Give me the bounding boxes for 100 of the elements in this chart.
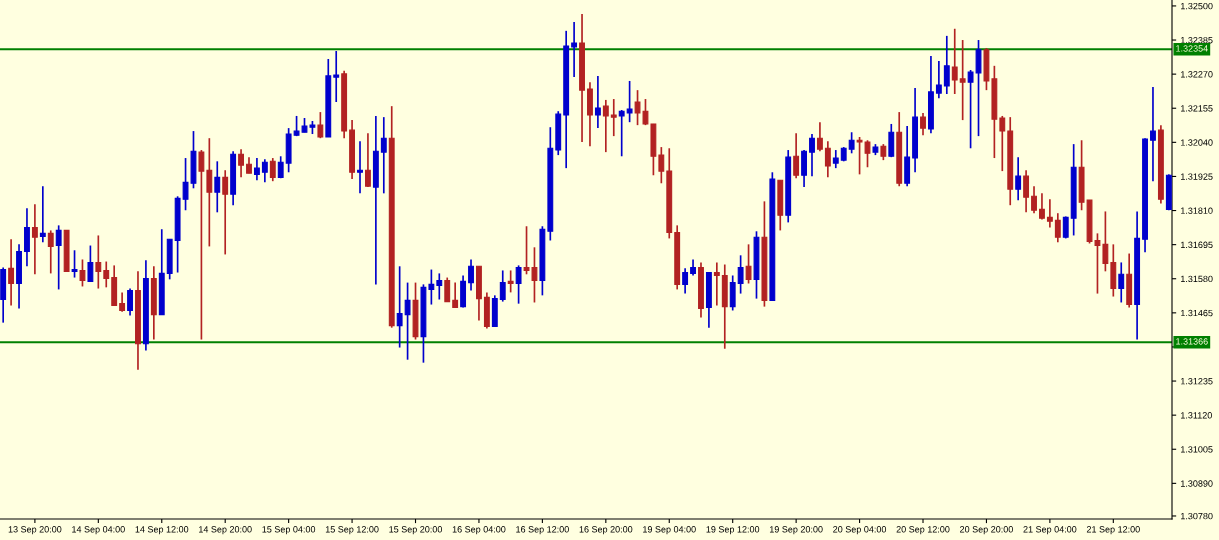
candlestick bbox=[365, 132, 371, 188]
y-tick-label: 1.31925 bbox=[1181, 173, 1213, 180]
candlestick bbox=[682, 267, 689, 295]
candlestick bbox=[71, 249, 78, 279]
x-tick-label: 16 Sep 04:00 bbox=[452, 526, 506, 535]
candlestick bbox=[793, 132, 800, 180]
candlestick bbox=[47, 229, 54, 275]
candlestick bbox=[253, 157, 260, 182]
x-tick-label: 13 Sep 20:00 bbox=[8, 526, 62, 535]
x-tick-label: 21 Sep 04:00 bbox=[1023, 526, 1077, 535]
candlestick bbox=[87, 244, 94, 283]
y-tick-label: 1.31580 bbox=[1181, 275, 1213, 283]
x-tick-label: 20 Sep 12:00 bbox=[896, 526, 950, 535]
x-tick-label: 15 Sep 04:00 bbox=[262, 526, 316, 535]
candlestick bbox=[832, 149, 839, 169]
x-tick-label: 14 Sep 04:00 bbox=[72, 526, 125, 535]
candlestick bbox=[333, 50, 340, 103]
candlestick bbox=[920, 112, 926, 137]
candlestick bbox=[103, 260, 110, 289]
candlestick bbox=[214, 160, 221, 214]
candlestick bbox=[119, 291, 126, 313]
candlestick bbox=[39, 185, 46, 244]
candlestick bbox=[269, 157, 276, 183]
candlestick bbox=[824, 140, 831, 179]
x-tick-label: 15 Sep 20:00 bbox=[389, 526, 443, 535]
candlestick bbox=[618, 109, 625, 158]
y-tick-label: 1.30890 bbox=[1181, 480, 1213, 487]
candlestick bbox=[999, 115, 1006, 172]
y-tick-label: 1.31695 bbox=[1181, 241, 1213, 248]
candlestick bbox=[1102, 210, 1109, 273]
y-tick-label: 1.31120 bbox=[1181, 412, 1212, 419]
candlestick bbox=[8, 238, 15, 307]
candlestick bbox=[79, 258, 86, 288]
y-tick-label: 1.32040 bbox=[1181, 139, 1213, 146]
candlestick bbox=[404, 281, 411, 361]
y-tick-label: 1.32270 bbox=[1181, 71, 1213, 78]
candlestick bbox=[610, 98, 617, 137]
candlestick bbox=[317, 111, 324, 140]
candlestick bbox=[1118, 261, 1125, 304]
x-tick-label: 14 Sep 20:00 bbox=[199, 526, 252, 535]
candlestick bbox=[1054, 212, 1061, 244]
x-tick-label: 21 Sep 12:00 bbox=[1086, 526, 1140, 535]
candlestick bbox=[452, 281, 459, 309]
x-tick-label: 20 Sep 20:00 bbox=[960, 526, 1013, 535]
candlestick bbox=[468, 258, 474, 292]
candlestick bbox=[1046, 198, 1053, 229]
candlestick bbox=[55, 224, 62, 291]
candlestick bbox=[1150, 86, 1156, 183]
candlestick bbox=[745, 243, 752, 285]
x-tick-label: 14 Sep 12:00 bbox=[135, 526, 189, 535]
x-tick-label: 16 Sep 20:00 bbox=[579, 526, 633, 535]
candlestick bbox=[571, 21, 578, 78]
x-tick-label: 19 Sep 20:00 bbox=[769, 526, 823, 535]
ref-line-label: 1.32354 bbox=[1176, 45, 1208, 52]
candlestick bbox=[396, 265, 403, 349]
candlestick bbox=[602, 99, 609, 153]
candlestick bbox=[222, 169, 229, 256]
candlestick bbox=[357, 140, 363, 195]
candlestick bbox=[198, 149, 205, 341]
y-tick-label: 1.31810 bbox=[1181, 207, 1213, 214]
x-tick-label: 20 Sep 04:00 bbox=[833, 526, 887, 535]
candlestick bbox=[959, 39, 966, 121]
candlestick bbox=[935, 60, 942, 99]
y-tick-label: 1.32500 bbox=[1181, 2, 1213, 10]
candlestick bbox=[713, 261, 720, 307]
candlestick bbox=[515, 264, 522, 305]
candlestick bbox=[499, 269, 506, 303]
candlestick bbox=[816, 121, 823, 153]
candlestick bbox=[594, 75, 601, 129]
candlestick bbox=[238, 148, 244, 179]
x-tick-label: 19 Sep 12:00 bbox=[706, 526, 760, 535]
candlestick bbox=[943, 35, 950, 95]
candlestick bbox=[31, 203, 38, 276]
candlestick bbox=[428, 268, 435, 306]
candlestick bbox=[658, 146, 665, 185]
y-tick-label: 1.31465 bbox=[1181, 309, 1213, 317]
candlestick bbox=[848, 131, 855, 155]
candlestick bbox=[127, 287, 133, 317]
candlestick bbox=[1023, 169, 1030, 214]
y-tick-label: 1.32385 bbox=[1181, 37, 1213, 44]
candlestick bbox=[206, 137, 213, 248]
candlestick bbox=[1031, 185, 1037, 215]
ref-line-label: 1.31366 bbox=[1176, 338, 1208, 345]
candlestick bbox=[380, 116, 387, 195]
y-tick-label: 1.30780 bbox=[1181, 512, 1213, 520]
y-tick-label: 1.31235 bbox=[1181, 378, 1213, 385]
candlestick bbox=[507, 269, 514, 294]
y-tick-label: 1.32155 bbox=[1181, 105, 1213, 112]
x-tick-label: 16 Sep 12:00 bbox=[516, 526, 569, 535]
candlestick bbox=[951, 27, 958, 95]
y-tick-label: 1.31005 bbox=[1181, 446, 1213, 453]
x-tick-label: 15 Sep 12:00 bbox=[325, 526, 379, 535]
candlestick bbox=[1015, 156, 1022, 201]
candlestick bbox=[444, 276, 451, 303]
candlestick bbox=[95, 234, 102, 290]
candlestick bbox=[809, 133, 815, 177]
candlestick bbox=[737, 254, 744, 295]
candlestick bbox=[436, 272, 443, 301]
candlestick bbox=[261, 158, 268, 184]
candlestick bbox=[626, 80, 633, 124]
